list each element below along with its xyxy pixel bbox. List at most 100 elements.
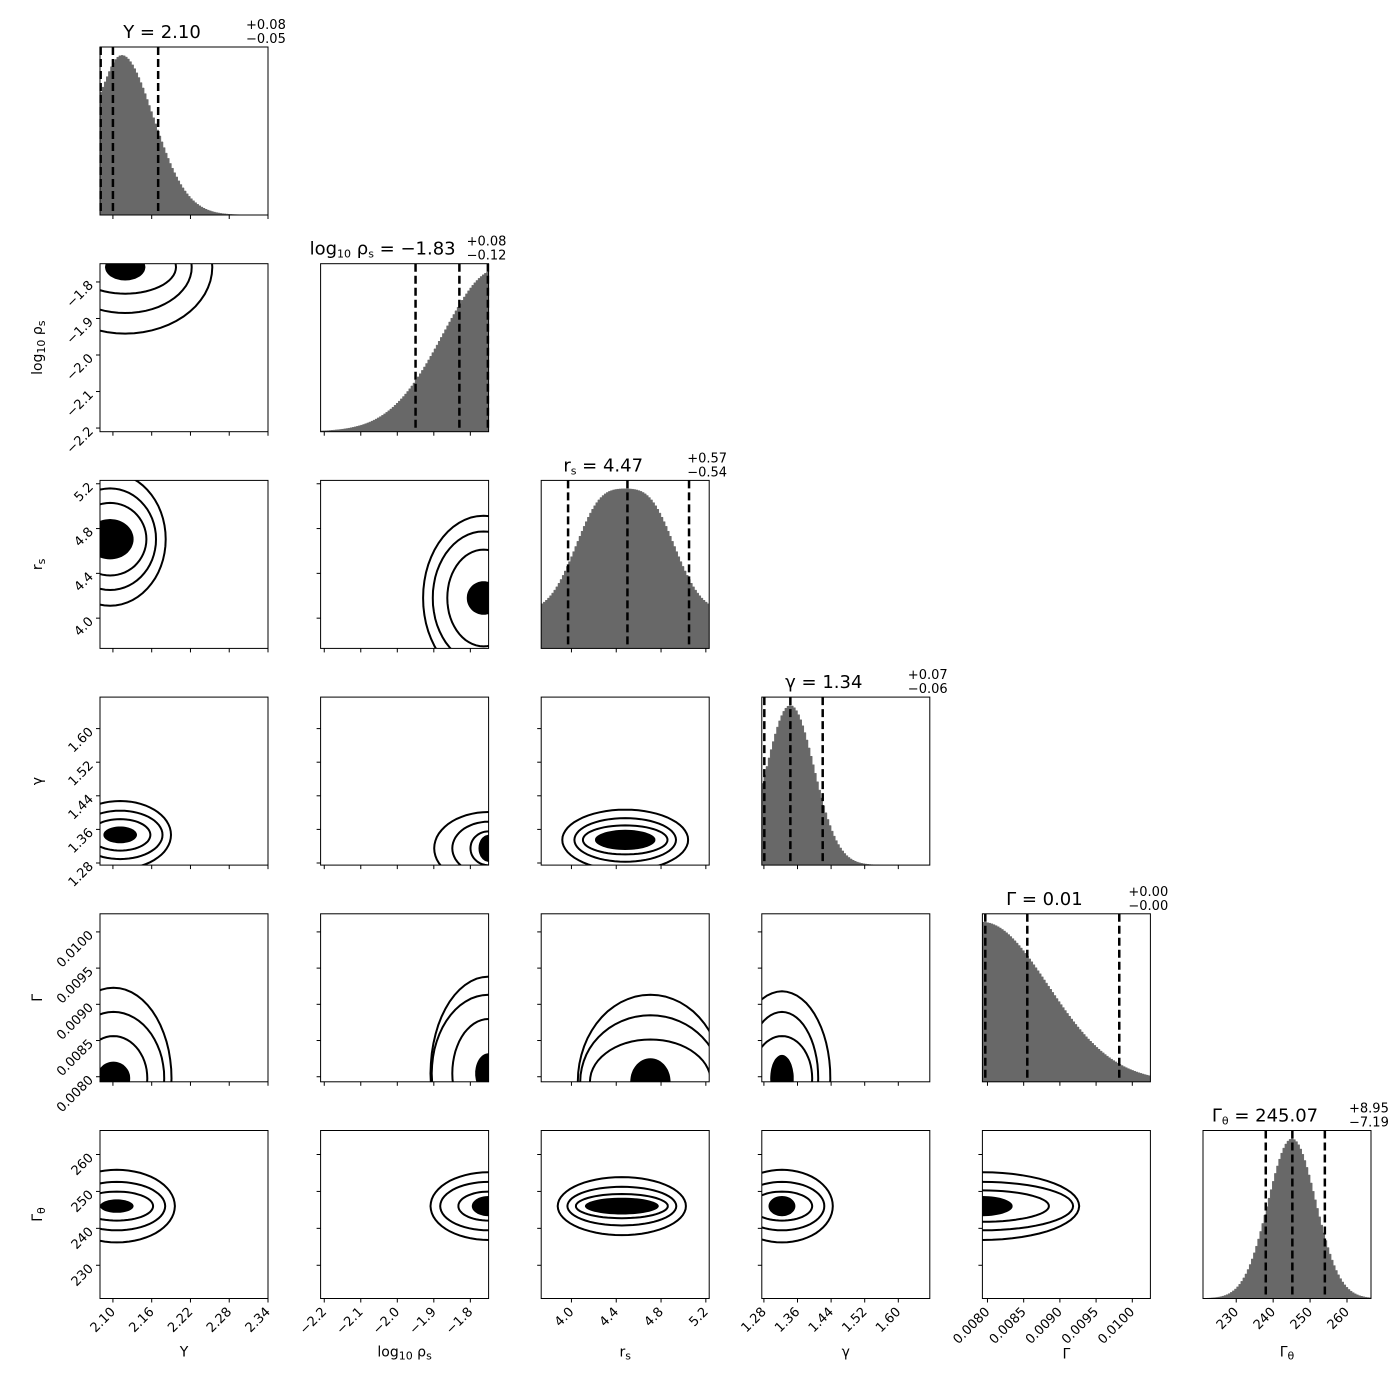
axes-frame — [540, 913, 710, 1083]
density-peak — [478, 834, 489, 862]
x-axis-label: Y — [179, 1345, 189, 1361]
axes-frame — [99, 46, 269, 216]
contour-line — [100, 818, 152, 852]
histogram-bars — [540, 488, 710, 649]
contour-line — [566, 1185, 678, 1227]
x-tick-label: −2.0 — [370, 1305, 403, 1338]
y-tick-label: 1.44 — [66, 792, 97, 823]
title-plus: +0.08 — [467, 235, 507, 250]
contour-line — [100, 986, 173, 1082]
y-tick-label: 1.36 — [66, 826, 97, 857]
y-tick-label: −2.0 — [64, 351, 97, 384]
density-peak — [100, 519, 134, 560]
contour-line — [573, 817, 678, 863]
contour-log10_rho_s-vs-Gamma_theta — [320, 1130, 490, 1299]
contour-line — [100, 501, 148, 577]
x-tick-label: 5.2 — [686, 1305, 711, 1330]
contour-line — [100, 1168, 176, 1244]
x-tick-label: 0.0080 — [951, 1305, 994, 1348]
title-minus: −0.05 — [246, 32, 286, 47]
axes-frame — [320, 263, 490, 433]
contour-line — [761, 1035, 814, 1082]
x-tick-label: 0.0090 — [1023, 1305, 1066, 1348]
title-minus: −0.06 — [908, 682, 948, 697]
x-tick-label: −2.2 — [297, 1305, 330, 1338]
y-tick-label: −1.9 — [64, 315, 97, 348]
x-tick-label: 4.4 — [597, 1305, 622, 1330]
axes-frame — [981, 913, 1151, 1083]
contour-line — [761, 1190, 814, 1222]
density-peak — [770, 1054, 794, 1082]
histogram-log10_rho_s — [320, 263, 490, 433]
contour-line — [439, 1180, 489, 1232]
y-tick-label: −2.2 — [64, 424, 97, 457]
title-plus: +8.95 — [1349, 1102, 1389, 1117]
contour-line — [982, 1189, 1050, 1223]
contour-line — [429, 975, 489, 1082]
contour-line — [579, 1014, 710, 1082]
x-tick-label: 1.44 — [806, 1305, 837, 1336]
contour-line — [100, 263, 193, 315]
contour-line — [576, 993, 710, 1082]
contour-line — [761, 1168, 834, 1244]
contour-line — [100, 480, 167, 607]
x-tick-label: −2.1 — [334, 1305, 367, 1338]
density-peak — [105, 263, 146, 281]
axes-frame — [99, 696, 269, 866]
contour-line — [469, 830, 489, 866]
contour-gamma-vs-Gamma_theta — [761, 1130, 931, 1299]
y-tick-label: 0.0080 — [54, 1073, 97, 1116]
axes-frame — [1202, 1130, 1372, 1299]
contour-line — [100, 1035, 149, 1082]
axes-frame — [761, 1130, 931, 1299]
y-axis-label: γ — [30, 777, 46, 785]
axes-frame — [761, 913, 931, 1083]
axes-frame — [99, 263, 269, 433]
contour-line — [433, 810, 489, 866]
contour-line — [761, 1010, 820, 1082]
x-axis-label: γ — [842, 1345, 850, 1361]
y-tick-label: 260 — [69, 1151, 97, 1179]
y-tick-label: 0.0095 — [54, 964, 97, 1007]
contour-line — [451, 820, 489, 866]
x-tick-label: 230 — [1214, 1305, 1242, 1333]
axes-frame — [981, 1130, 1151, 1299]
contour-line — [100, 1190, 155, 1222]
histogram-Y — [99, 46, 269, 216]
axes-frame — [99, 913, 269, 1083]
title-minus: −0.54 — [687, 465, 727, 480]
marginal-title: γ = 1.34 — [785, 672, 862, 693]
marginal-title: Y = 2.10 — [122, 22, 201, 43]
x-tick-label: −1.8 — [443, 1305, 476, 1338]
y-axis-label: rs — [30, 558, 48, 570]
contour-Y-vs-gamma — [99, 696, 269, 866]
x-tick-label: 2.22 — [165, 1305, 196, 1336]
x-tick-label: 2.28 — [204, 1305, 235, 1336]
y-axis-label: Γθ — [30, 1207, 48, 1222]
density-peak — [630, 1058, 671, 1082]
histogram-bars — [99, 55, 269, 216]
contour-line — [574, 1192, 669, 1220]
x-tick-label: 4.8 — [642, 1305, 667, 1330]
contour-line — [100, 263, 214, 335]
histogram-gamma — [761, 696, 931, 866]
contour-line — [457, 1190, 489, 1222]
density-peak — [100, 1061, 131, 1082]
marginal-title: rs = 4.47 — [563, 455, 643, 477]
density-peak — [103, 826, 137, 844]
y-axis-label: log10 ρs — [30, 320, 48, 375]
histogram-Gamma_theta — [1202, 1130, 1372, 1299]
marginal-title: Γ = 0.01 — [1006, 889, 1083, 910]
title-plus: +0.08 — [246, 18, 286, 33]
contour-line — [451, 1017, 489, 1082]
density-peak — [475, 1053, 489, 1082]
density-peak — [100, 1199, 134, 1213]
axes-frame — [99, 479, 269, 649]
histogram-Gamma — [981, 913, 1151, 1083]
x-tick-label: 1.36 — [772, 1305, 803, 1336]
histogram-bars — [761, 705, 930, 866]
x-axis-label: Γθ — [1280, 1345, 1295, 1363]
y-tick-label: 1.60 — [66, 725, 97, 756]
x-tick-label: 260 — [1325, 1305, 1353, 1333]
y-tick-label: 5.2 — [72, 480, 97, 505]
